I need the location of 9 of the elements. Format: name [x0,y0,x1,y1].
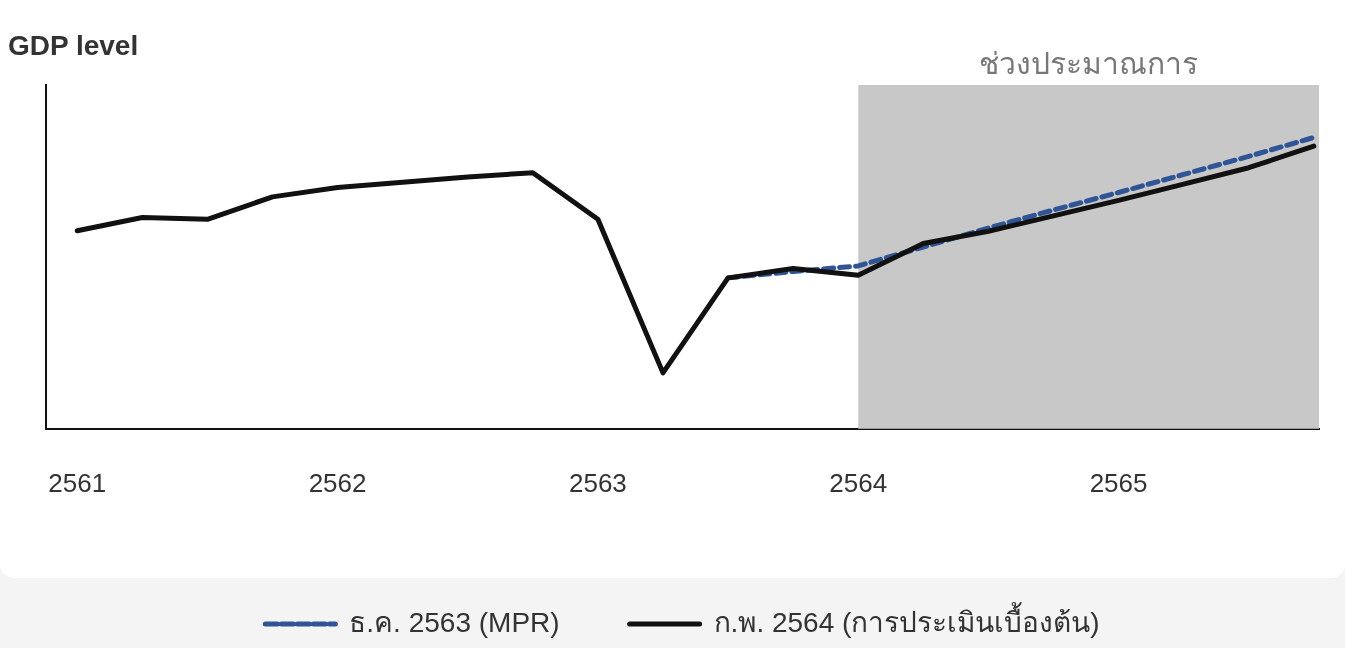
band-label: ช่วงประมาณการ [979,47,1199,81]
x-tick-label: 2565 [1089,467,1148,498]
x-tick-label: 2564 [829,467,888,498]
x-tick-label: 2562 [308,467,367,498]
legend-label: ก.พ. 2564 (การประเมินเบื้องต้น) [713,601,1100,638]
legend-label: ธ.ค. 2563 (MPR) [349,606,560,638]
x-tick-label: 2563 [568,467,627,498]
x-tick-label: 2561 [48,467,107,498]
y-axis-title: GDP level [8,29,139,61]
